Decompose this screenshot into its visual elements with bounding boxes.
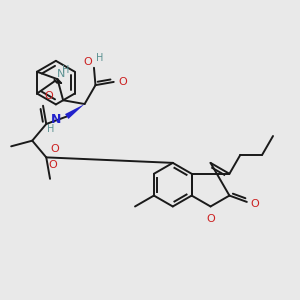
Text: O: O: [206, 214, 215, 224]
Text: O: O: [44, 91, 53, 101]
Polygon shape: [65, 104, 85, 119]
Text: H: H: [96, 53, 103, 63]
Text: O: O: [251, 199, 260, 209]
Text: O: O: [48, 160, 57, 170]
Text: N: N: [50, 113, 61, 126]
Text: N: N: [57, 69, 65, 79]
Text: O: O: [83, 57, 92, 67]
Text: H: H: [47, 124, 55, 134]
Text: H: H: [62, 65, 69, 75]
Text: O: O: [119, 77, 128, 87]
Text: O: O: [50, 144, 59, 154]
